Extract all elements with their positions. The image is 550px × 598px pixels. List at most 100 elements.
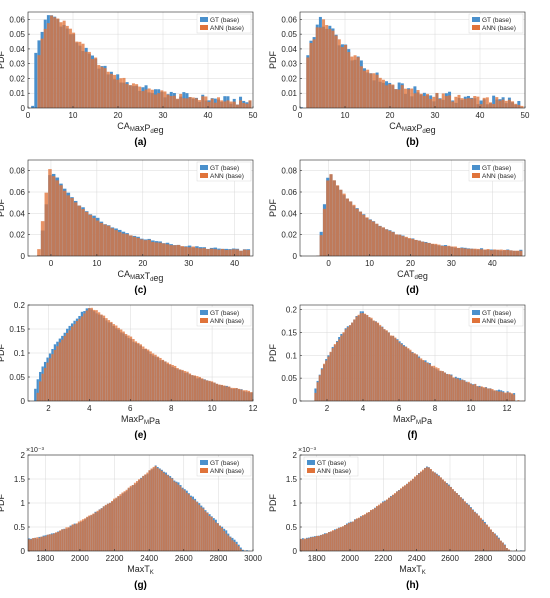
y-tick-label: 0.06 [281, 188, 297, 197]
ann-bar [201, 378, 203, 401]
ann-bar [448, 374, 450, 401]
ann-bar [90, 515, 92, 551]
ann-bar [86, 310, 88, 401]
y-tick-label: 0 [21, 104, 26, 113]
ann-bar [429, 364, 431, 401]
ann-bar [180, 487, 182, 551]
ann-bar [146, 473, 148, 551]
ann-bar [391, 85, 394, 108]
ann-bar [460, 497, 462, 551]
ann-bar [37, 393, 39, 401]
legend-swatch-ann [200, 25, 208, 30]
ann-bar [243, 250, 247, 256]
ann-bar [180, 246, 184, 256]
ann-bar [148, 470, 150, 551]
ann-bar [418, 241, 421, 256]
y-tick-label: 0.04 [9, 209, 25, 218]
ann-bar [398, 490, 400, 551]
ann-bar [446, 374, 448, 401]
ann-bar [454, 97, 457, 108]
y-tick-label: 0.02 [9, 74, 25, 83]
ann-bar [51, 534, 53, 551]
ann-bar [493, 249, 496, 256]
ann-bar [502, 543, 504, 551]
ann-bar [34, 538, 36, 551]
ann-bar [151, 468, 153, 551]
ann-bar [425, 362, 427, 401]
ann-bar [105, 505, 107, 551]
ann-bar [360, 313, 362, 401]
ann-bar [74, 524, 76, 551]
ann-bar [245, 390, 247, 401]
ann-bar [506, 250, 509, 256]
ann-bar [88, 516, 90, 551]
ann-bar [42, 374, 44, 401]
x-tick-label: 2200 [374, 554, 392, 563]
ann-bar [107, 226, 111, 256]
ann-bar [247, 250, 251, 256]
ann-bar [152, 353, 154, 401]
ann-bar [221, 249, 225, 256]
ann-bar [326, 181, 329, 256]
ann-bar [186, 493, 188, 551]
ann-bar [210, 249, 214, 256]
ann-bar [430, 469, 432, 551]
x-axis-label: CAMaxPdeg [389, 121, 435, 135]
ann-bar [97, 511, 99, 551]
y-tick-label: 1.5 [14, 475, 26, 484]
x-tick-label: 20 [138, 259, 147, 268]
legend-swatch-ann [200, 173, 208, 178]
ann-bar [431, 366, 433, 401]
ann-bar [186, 98, 189, 108]
y-tick-label: 0 [21, 397, 26, 406]
legend-label-gt: GT (base) [317, 460, 346, 467]
ann-bar [411, 239, 414, 256]
x-tick-label: 2 [46, 404, 51, 413]
ann-bar [448, 486, 450, 551]
ann-bar [236, 105, 239, 108]
y-tick-label: 0.02 [281, 231, 297, 240]
ann-bar [490, 529, 492, 551]
ann-bar [382, 502, 384, 551]
ann-bar [426, 467, 428, 551]
ann-bar [41, 221, 45, 256]
ann-bar [348, 523, 350, 551]
legend-swatch-ann [307, 468, 315, 473]
ann-bar [45, 536, 47, 551]
x-tick-label: 8 [433, 404, 438, 413]
ann-bar [450, 487, 452, 551]
ann-bar [483, 387, 485, 401]
ann-bar [374, 508, 376, 551]
ann-bar [115, 498, 117, 551]
ann-bar [53, 17, 56, 108]
x-axis-label: CAMaxPdeg [117, 121, 163, 135]
ann-bar [345, 329, 347, 401]
ann-bar [487, 249, 490, 256]
ann-bar [47, 23, 50, 108]
x-tick-label: 20 [406, 259, 415, 268]
ann-bar [314, 537, 316, 551]
ann-bar [191, 247, 195, 256]
ann-bar [198, 100, 201, 108]
ann-bar [504, 545, 506, 551]
ann-bar [221, 385, 223, 401]
ann-bar [392, 232, 395, 256]
ann-bar [63, 191, 67, 256]
ann-bar [375, 322, 377, 401]
ann-bar [328, 532, 330, 551]
y-tick-label: 0.01 [281, 89, 297, 98]
ann-bar [129, 85, 132, 108]
y-tick-label: 0.04 [281, 209, 297, 218]
y-axis-label: PDF [268, 343, 278, 362]
ann-bar [52, 176, 56, 256]
ann-bar [61, 529, 63, 551]
ann-bar [340, 336, 342, 401]
ann-bar [196, 502, 198, 551]
ann-bar [147, 240, 151, 256]
ann-bar [89, 215, 93, 256]
legend-swatch-gt [307, 460, 315, 465]
ann-bar [49, 534, 51, 551]
ann-bar [113, 75, 116, 108]
ann-bar [61, 340, 63, 401]
legend-label-gt: GT (base) [482, 17, 511, 24]
